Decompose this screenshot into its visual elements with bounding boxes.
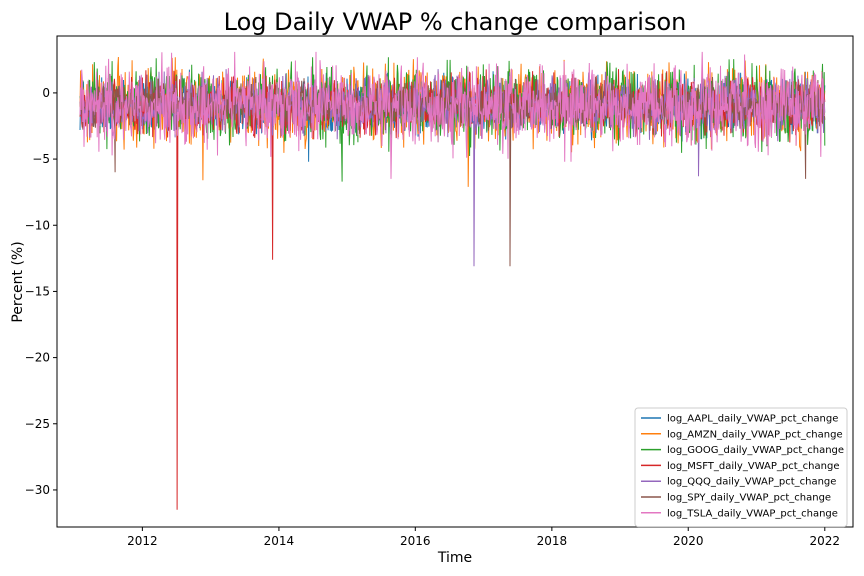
y-tick-label-2: −10 bbox=[25, 218, 50, 232]
legend-label-5: log_SPY_daily_VWAP_pct_change bbox=[667, 493, 831, 504]
legend-label-1: log_AMZN_daily_VWAP_pct_change bbox=[667, 429, 843, 440]
x-tick-label-1: 2014 bbox=[264, 534, 295, 548]
y-axis: 0 −5 −10 −15 −20 −25 −30 bbox=[25, 86, 57, 497]
y-tick-label-0: 0 bbox=[42, 86, 50, 100]
y-tick-label-1: −5 bbox=[32, 152, 50, 166]
y-axis-label: Percent (%) bbox=[10, 241, 26, 322]
x-tick-label-4: 2020 bbox=[673, 534, 704, 548]
x-tick-label-5: 2022 bbox=[810, 534, 841, 548]
legend-label-0: log_AAPL_daily_VWAP_pct_change bbox=[667, 414, 838, 425]
y-tick-label-6: −30 bbox=[25, 483, 50, 497]
chart-title: Log Daily VWAP % change comparison bbox=[224, 8, 687, 36]
legend: log_AAPL_daily_VWAP_pct_change log_AMZN_d… bbox=[634, 407, 848, 528]
legend-label-2: log_GOOG_daily_VWAP_pct_change bbox=[667, 445, 844, 456]
series-layer bbox=[79, 51, 826, 510]
legend-label-3: log_MSFT_daily_VWAP_pct_change bbox=[667, 461, 839, 472]
series-line-6 bbox=[79, 51, 826, 179]
legend-box bbox=[634, 407, 848, 528]
x-axis: 2012 2014 2016 2018 2020 2022 bbox=[127, 527, 840, 548]
x-axis-label: Time bbox=[437, 550, 472, 566]
y-tick-label-5: −25 bbox=[25, 417, 50, 431]
x-tick-label-3: 2018 bbox=[537, 534, 568, 548]
x-tick-label-2: 2016 bbox=[400, 534, 431, 548]
legend-label-6: log_TSLA_daily_VWAP_pct_change bbox=[667, 508, 838, 519]
plot-frame bbox=[56, 35, 854, 528]
y-tick-label-3: −15 bbox=[25, 284, 50, 298]
legend-label-4: log_QQQ_daily_VWAP_pct_change bbox=[667, 477, 836, 488]
y-tick-label-4: −20 bbox=[25, 351, 50, 365]
x-tick-label-0: 2012 bbox=[127, 534, 158, 548]
